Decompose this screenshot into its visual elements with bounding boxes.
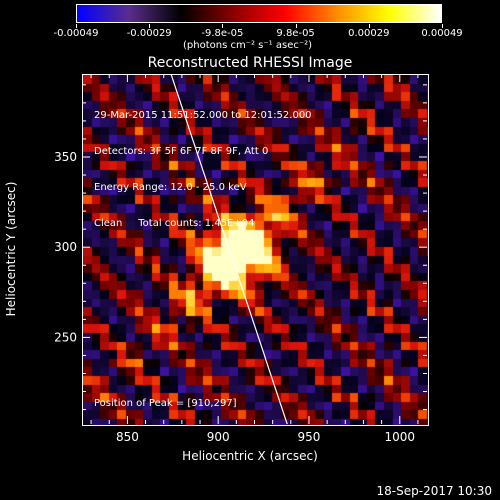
solar-limb-line xyxy=(170,74,288,424)
chart-title: Reconstructed RHESSI Image xyxy=(147,55,353,71)
y-tick-label: 250 xyxy=(54,330,77,344)
colorbar-tick-label: -0.00029 xyxy=(126,28,172,39)
timestamp: 18-Sep-2017 10:30 xyxy=(376,484,492,498)
plot-area xyxy=(82,74,429,426)
observation-info: 29-Mar-2015 11:51:52.000 to 12:01:52.000… xyxy=(94,86,312,242)
colorbar-tick-label: -9.8e-05 xyxy=(201,28,244,39)
colorbar-tick-label: -0.00049 xyxy=(53,28,99,39)
x-tick-label: 950 xyxy=(298,430,321,444)
colorbar-tick-label: 9.8e-05 xyxy=(276,28,315,39)
x-tick-label: 1000 xyxy=(384,430,415,444)
colorbar-tick xyxy=(442,24,443,28)
colorbar-tick-label: 0.00029 xyxy=(348,28,390,39)
info-line-energy: Energy Range: 12.0 - 25.0 keV xyxy=(94,182,247,193)
heatmap-image xyxy=(83,75,428,425)
info-line-detectors: Detectors: 3F 5F 6F 7F 8F 9F, Att 0 xyxy=(94,146,269,157)
x-tick-label: 850 xyxy=(116,430,139,444)
x-axis-label: Heliocentric X (arcsec) xyxy=(182,449,318,463)
colorbar-tick xyxy=(295,24,297,28)
colorbar-units: (photons cm⁻² s⁻¹ asec⁻²) xyxy=(183,40,313,51)
colorbar-tick xyxy=(368,24,370,28)
colorbar xyxy=(76,4,442,23)
peak-position-label: Position of Peak = [910,297] xyxy=(94,398,237,409)
colorbar-tick-label: 0.00049 xyxy=(421,28,463,39)
y-tick-label: 300 xyxy=(54,240,77,254)
x-tick-label: 900 xyxy=(207,430,230,444)
colorbar-tick xyxy=(76,24,77,28)
y-axis-label: Heliocentric Y (arcsec) xyxy=(4,181,18,317)
info-line-time: 29-Mar-2015 11:51:52.000 to 12:01:52.000 xyxy=(94,110,312,121)
y-tick-label: 350 xyxy=(54,150,77,164)
colorbar-tick xyxy=(149,24,151,28)
colorbar-tick xyxy=(222,24,224,28)
info-line-counts: Clean Total counts: 1.45E+04 xyxy=(94,218,255,229)
